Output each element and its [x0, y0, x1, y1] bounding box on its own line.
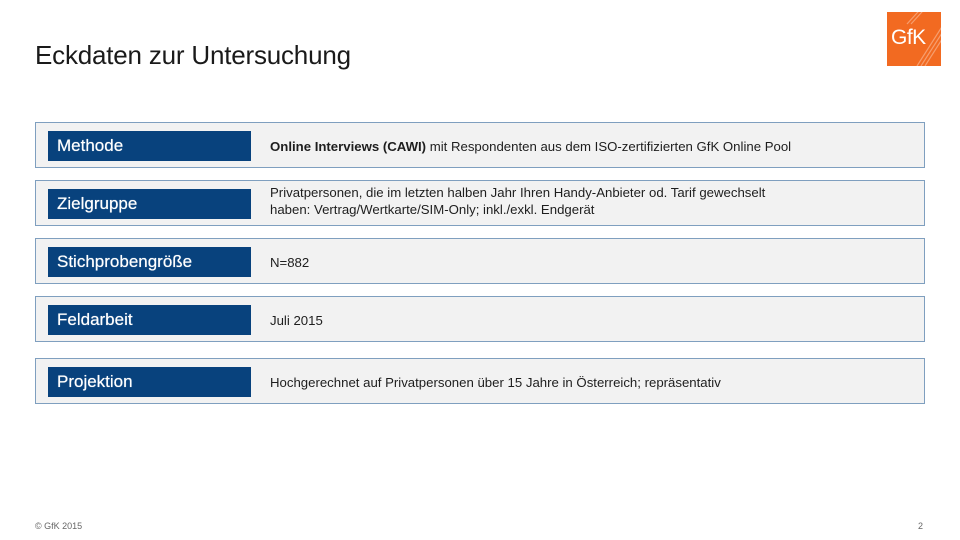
row-text-methode: Online Interviews (CAWI) mit Respondente…	[270, 138, 910, 155]
row-label-zielgruppe: Zielgruppe	[48, 189, 251, 219]
row-text-projektion: Hochgerechnet auf Privatpersonen über 15…	[270, 375, 721, 390]
row-label-methode: Methode	[48, 131, 251, 161]
row-zielgruppe: Zielgruppe Privatpersonen, die im letzte…	[35, 180, 925, 226]
row-label-projektion: Projektion	[48, 367, 251, 397]
row-text-bold: Online Interviews (CAWI)	[270, 139, 427, 154]
row-text-stichprobengroesse: N=882	[270, 255, 310, 270]
row-text-line2: haben: Vertrag/Wertkarte/SIM-Only; inkl.…	[270, 202, 595, 217]
footer-page-number: 2	[918, 521, 924, 531]
row-feldarbeit: Feldarbeit Juli 2015	[35, 296, 925, 342]
row-text-line1: Privatpersonen, die im letzten halben Ja…	[270, 185, 766, 200]
row-text-feldarbeit: Juli 2015	[270, 313, 323, 328]
logo-stripes-icon	[906, 12, 941, 66]
gfk-logo: GfK	[887, 12, 941, 66]
footer-copyright: © GfK 2015	[35, 521, 83, 531]
row-label-stichprobengroesse: Stichprobengröße	[48, 247, 251, 277]
row-projektion: Projektion Hochgerechnet auf Privatperso…	[35, 358, 925, 404]
row-methode: Methode Online Interviews (CAWI) mit Res…	[35, 122, 925, 168]
logo-text: GfK	[891, 26, 926, 49]
row-stichprobengroesse: Stichprobengröße N=882	[35, 238, 925, 284]
row-text-zielgruppe: Privatpersonen, die im letzten halben Ja…	[270, 184, 910, 218]
slide-title: Eckdaten zur Untersuchung	[35, 40, 351, 70]
row-label-feldarbeit: Feldarbeit	[48, 305, 251, 335]
row-text-rest: mit Respondenten aus dem ISO-zertifizier…	[426, 139, 792, 154]
